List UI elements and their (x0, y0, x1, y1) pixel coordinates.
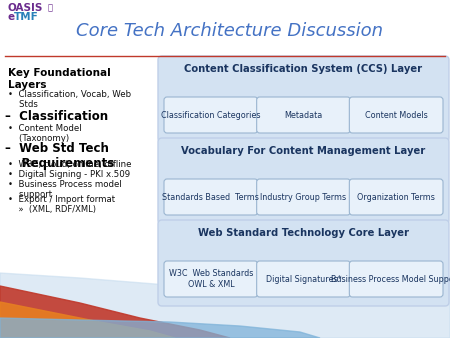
Text: ⓳: ⓳ (48, 3, 53, 12)
Text: •  Digital Signing - PKI x.509: • Digital Signing - PKI x.509 (8, 170, 130, 179)
Polygon shape (0, 273, 450, 338)
Text: •  W3C, cloud, online, offline: • W3C, cloud, online, offline (8, 160, 131, 169)
Text: •  Classification, Vocab, Web
    Stds: • Classification, Vocab, Web Stds (8, 90, 131, 110)
Text: Organization Terms: Organization Terms (357, 193, 435, 201)
Polygon shape (0, 286, 230, 338)
Text: W3C  Web Standards
OWL & XML: W3C Web Standards OWL & XML (169, 269, 253, 289)
FancyBboxPatch shape (158, 138, 449, 224)
Polygon shape (0, 318, 320, 338)
Text: –  Classification: – Classification (5, 110, 108, 123)
Text: Standards Based  Terms: Standards Based Terms (162, 193, 259, 201)
FancyBboxPatch shape (256, 97, 351, 133)
Text: Classification Categories: Classification Categories (161, 111, 261, 120)
FancyBboxPatch shape (256, 261, 351, 297)
FancyBboxPatch shape (256, 179, 351, 215)
Text: Web Standard Technology Core Layer: Web Standard Technology Core Layer (198, 228, 409, 238)
Text: Content Models: Content Models (365, 111, 428, 120)
Text: Content Classification System (CCS) Layer: Content Classification System (CCS) Laye… (184, 64, 423, 74)
Polygon shape (0, 302, 175, 338)
FancyBboxPatch shape (349, 97, 443, 133)
Text: Vocabulary For Content Management Layer: Vocabulary For Content Management Layer (181, 146, 426, 156)
FancyBboxPatch shape (164, 179, 258, 215)
Text: Metadata: Metadata (284, 111, 323, 120)
Text: e: e (7, 12, 14, 22)
FancyBboxPatch shape (164, 97, 258, 133)
FancyBboxPatch shape (349, 261, 443, 297)
Text: Core Tech Architecture Discussion: Core Tech Architecture Discussion (76, 22, 383, 40)
FancyBboxPatch shape (158, 220, 449, 306)
Text: Industry Group Terms: Industry Group Terms (261, 193, 346, 201)
FancyBboxPatch shape (158, 56, 449, 142)
Text: Digital Signatures*: Digital Signatures* (266, 274, 341, 284)
Text: OASIS: OASIS (7, 3, 42, 13)
Text: TMF: TMF (14, 12, 39, 22)
Text: •  Content Model
    (Taxonomy): • Content Model (Taxonomy) (8, 124, 81, 143)
Text: •  Export / Import format: • Export / Import format (8, 195, 115, 204)
FancyBboxPatch shape (349, 179, 443, 215)
Text: Key Foundational
Layers: Key Foundational Layers (8, 68, 111, 90)
Text: –  Web Std Tech
    Requirements: – Web Std Tech Requirements (5, 142, 114, 170)
Bar (0, 0, 450, 58)
Text: •  Business Process model
    support: • Business Process model support (8, 180, 122, 199)
Text: Business Process Model Support: Business Process Model Support (332, 274, 450, 284)
Text: »  (XML, RDF/XML): » (XML, RDF/XML) (8, 205, 96, 214)
FancyBboxPatch shape (164, 261, 258, 297)
